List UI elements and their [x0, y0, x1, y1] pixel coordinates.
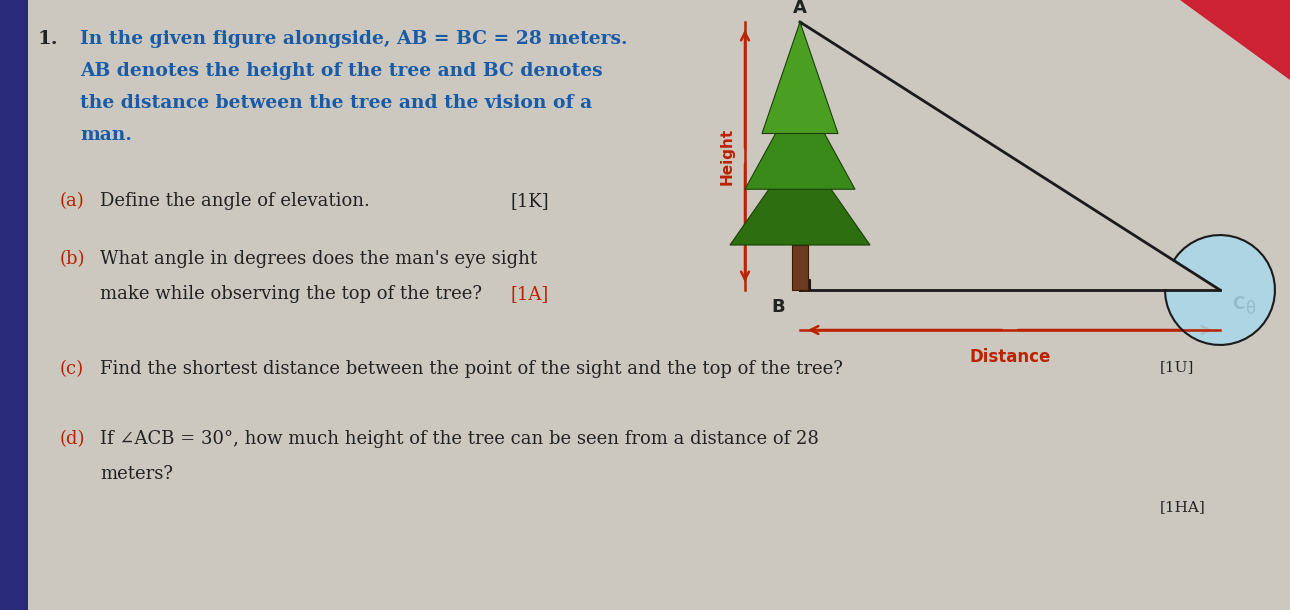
- Text: [1HA]: [1HA]: [1160, 500, 1206, 514]
- Text: Distance: Distance: [969, 348, 1050, 366]
- Text: (a): (a): [61, 192, 85, 210]
- Text: [1K]: [1K]: [510, 192, 548, 210]
- Polygon shape: [730, 145, 869, 245]
- Text: A: A: [793, 0, 808, 17]
- Text: θ: θ: [1245, 300, 1255, 318]
- Text: B: B: [771, 298, 786, 316]
- Text: make while observing the top of the tree?: make while observing the top of the tree…: [101, 285, 482, 303]
- Polygon shape: [746, 89, 855, 189]
- Text: If ∠ACB = 30°, how much height of the tree can be seen from a distance of 28: If ∠ACB = 30°, how much height of the tr…: [101, 430, 819, 448]
- Text: man.: man.: [80, 126, 132, 144]
- Bar: [0, 0, 28, 610]
- Text: Height: Height: [720, 127, 734, 185]
- Bar: [792, 245, 808, 290]
- Text: [1A]: [1A]: [510, 285, 548, 303]
- Text: AB denotes the height of the tree and BC denotes: AB denotes the height of the tree and BC…: [80, 62, 602, 80]
- Text: meters?: meters?: [101, 465, 173, 483]
- Text: the distance between the tree and the vision of a: the distance between the tree and the vi…: [80, 94, 592, 112]
- Text: (c): (c): [61, 360, 84, 378]
- Text: Find the shortest distance between the point of the sight and the top of the tre: Find the shortest distance between the p…: [101, 360, 842, 378]
- Polygon shape: [1180, 0, 1290, 80]
- Text: C: C: [1232, 295, 1245, 313]
- Text: [1U]: [1U]: [1160, 360, 1195, 374]
- Polygon shape: [762, 22, 838, 134]
- Text: What angle in degrees does the man's eye sight: What angle in degrees does the man's eye…: [101, 250, 537, 268]
- Text: In the given figure alongside, AB = BC = 28 meters.: In the given figure alongside, AB = BC =…: [80, 30, 627, 48]
- Text: (d): (d): [61, 430, 85, 448]
- Polygon shape: [1165, 235, 1275, 345]
- Text: 1.: 1.: [37, 30, 58, 48]
- Text: (b): (b): [61, 250, 85, 268]
- Text: Define the angle of elevation.: Define the angle of elevation.: [101, 192, 370, 210]
